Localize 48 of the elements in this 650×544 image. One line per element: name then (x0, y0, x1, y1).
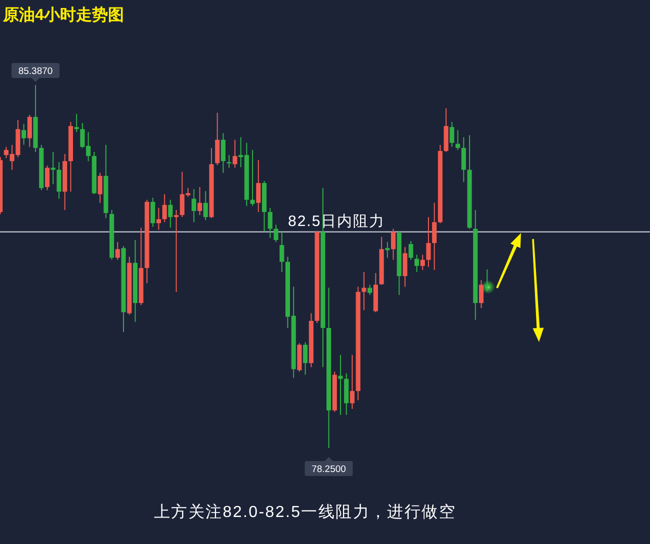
candlestick (368, 284, 372, 296)
candlestick (197, 186, 202, 216)
candlestick (74, 113, 79, 133)
candlestick (250, 149, 255, 206)
candlestick (44, 165, 50, 191)
candlestick (226, 154, 232, 168)
candlestick (303, 342, 308, 376)
candlestick (56, 162, 62, 200)
candlestick (484, 268, 490, 292)
candlestick (450, 121, 454, 148)
candlestick (280, 231, 284, 273)
candlestick (461, 136, 466, 182)
annotation: 78.2500 (312, 464, 346, 475)
candlestick (192, 188, 196, 223)
candlestick (256, 160, 261, 212)
candlestick (268, 207, 272, 238)
ref-line-label: 82.5日内阻力 (288, 212, 386, 230)
candlestick (115, 242, 120, 260)
candlestick (274, 224, 278, 243)
candlestick (426, 216, 431, 268)
annotation: 85.3870 (18, 66, 53, 77)
candlestick (215, 112, 220, 166)
candlestick (420, 254, 425, 270)
candlestick (174, 209, 179, 292)
candlestick (156, 207, 161, 230)
candlestick (162, 194, 167, 223)
candlestick (168, 199, 173, 228)
candlestick (408, 240, 414, 260)
candlestick (232, 139, 238, 168)
candlestick (338, 354, 343, 416)
candlestick (50, 151, 56, 185)
candlestick (414, 254, 420, 273)
text: 上方关注82.0-82.5一线阻力，进行做空 (154, 503, 456, 521)
candlestick (362, 272, 366, 311)
candlestick (391, 228, 396, 260)
candlestick (98, 172, 102, 204)
candlestick (432, 202, 437, 270)
candlestick (150, 197, 156, 228)
candlestick (456, 130, 460, 150)
candlestick (220, 132, 226, 174)
candlestick (478, 280, 484, 309)
candlestick (402, 246, 408, 288)
candlestick (22, 124, 26, 146)
candlestick (385, 242, 390, 258)
chart-title: 原油4小时走势图 (2, 6, 124, 24)
candlestick (203, 190, 208, 221)
candlestick (350, 354, 355, 410)
candlestick (27, 114, 32, 148)
